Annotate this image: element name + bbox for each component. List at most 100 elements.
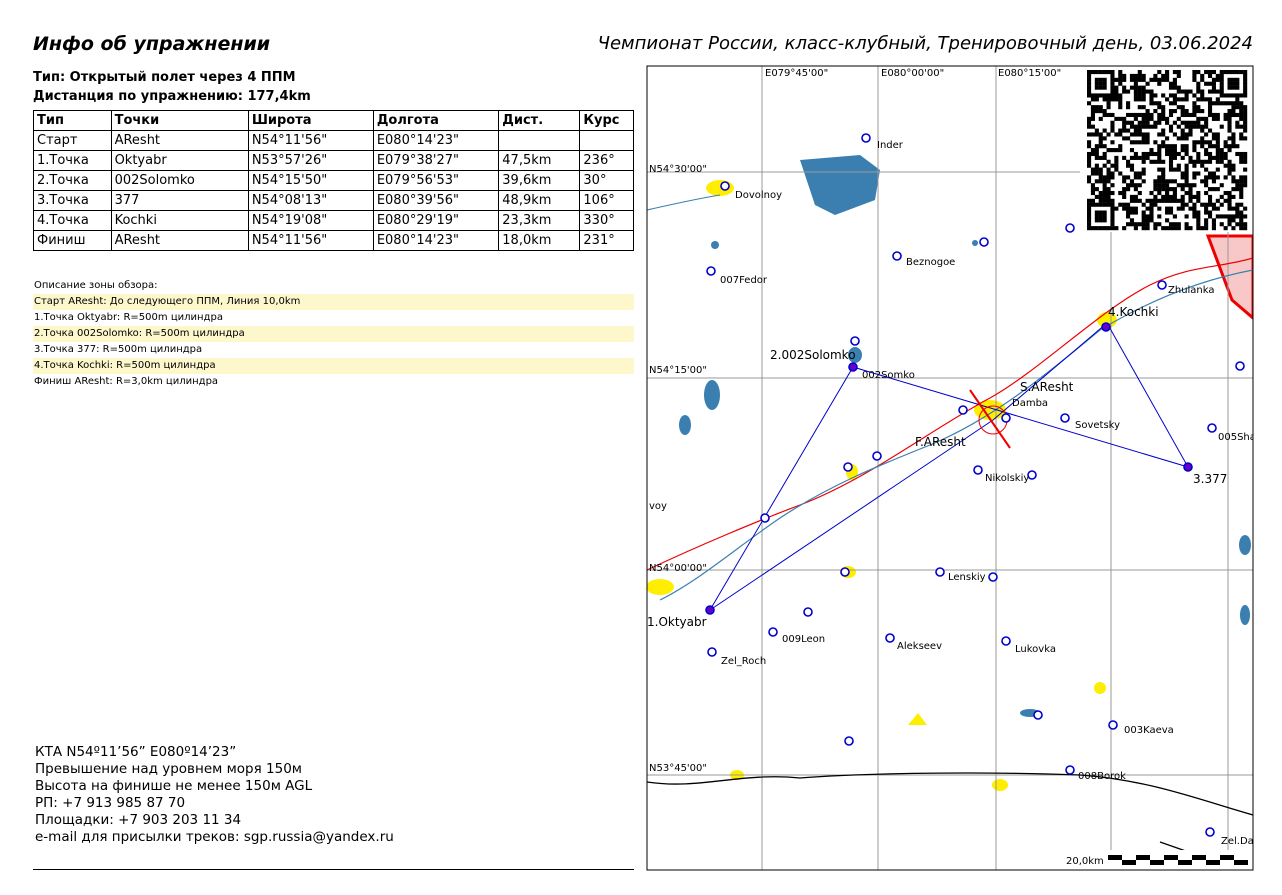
qr-cell [1137, 70, 1142, 75]
qr-cell [1102, 214, 1107, 219]
map-label: Alekseev [897, 641, 942, 652]
map-label: Zel.Da [1221, 836, 1254, 847]
qr-cell [1204, 226, 1209, 231]
qr-cell [1196, 124, 1201, 129]
qr-cell [1141, 97, 1146, 102]
qr-cell [1114, 163, 1119, 168]
qr-cell [1102, 226, 1107, 231]
qr-cell [1087, 85, 1092, 90]
qr-cell [1231, 206, 1236, 211]
qr-cell [1129, 222, 1135, 227]
table-cell: 330° [579, 210, 634, 231]
qr-cell [1168, 198, 1174, 203]
qr-cell [1098, 190, 1103, 196]
qr-cell [1192, 120, 1197, 125]
map-label: Dovolnoy [735, 190, 782, 201]
qr-cell [1227, 202, 1232, 207]
qr-cell [1184, 120, 1189, 125]
table-cell: N54°11'56" [247, 130, 374, 151]
qr-cell [1235, 202, 1240, 207]
qr-cell [1204, 175, 1209, 180]
qr-cell [1227, 116, 1232, 121]
qr-cell [1172, 151, 1177, 157]
waypoint-marker [843, 462, 853, 472]
qr-cell [1172, 77, 1177, 82]
qr-cell [1141, 140, 1146, 145]
qr-cell [1114, 77, 1119, 82]
qr-cell [1126, 183, 1131, 188]
table-cell: E080°39'56" [372, 190, 500, 211]
qr-cell [1204, 183, 1209, 188]
qr-cell [1184, 179, 1189, 184]
qr-cell [1114, 97, 1119, 102]
qr-cell [1133, 132, 1138, 137]
qr-cell [1161, 183, 1166, 188]
qr-cell [1129, 120, 1135, 125]
note-line: Площадки: +7 903 203 11 34 [35, 812, 242, 828]
qr-cell [1168, 101, 1174, 106]
qr-cell [1215, 214, 1220, 219]
qr-cell [1098, 171, 1103, 176]
qr-cell [1087, 70, 1092, 75]
qr-cell [1223, 116, 1228, 121]
map-label: Zhulanka [1168, 285, 1215, 296]
column-header: Тип [33, 110, 112, 131]
qr-cell [1227, 70, 1232, 75]
qr-cell [1243, 112, 1248, 118]
scale-segment [1192, 855, 1206, 860]
qr-cell [1200, 144, 1205, 149]
qr-cell [1098, 116, 1103, 121]
qr-cell [1137, 198, 1142, 203]
map-label: Beznogoe [906, 257, 955, 268]
qr-cell [1204, 210, 1209, 215]
table-row: 2.Точка 002Solomko N54°15'50" E079°56'53" 39… [33, 170, 634, 191]
qr-cell [1180, 194, 1185, 199]
qr-cell [1231, 214, 1236, 219]
table-cell: N53°57'26" [247, 150, 374, 171]
qr-cell [1176, 163, 1181, 168]
qr-cell [1098, 132, 1103, 137]
qr-cell [1176, 183, 1181, 188]
qr-cell [1110, 226, 1115, 231]
qr-cell [1215, 136, 1220, 141]
qr-cell [1110, 190, 1115, 196]
qr-cell [1188, 155, 1193, 160]
column-header: Дист. [498, 110, 581, 131]
notes: КТА N54º11’56” E080º14’23” Превышение над… [35, 744, 394, 846]
qr-cell [1176, 116, 1181, 121]
qr-cell [1176, 206, 1181, 211]
waypoint-marker [979, 237, 989, 247]
qr-cell [1145, 112, 1150, 118]
qr-cell [1196, 171, 1201, 176]
qr-cell [1235, 144, 1240, 149]
qr-cell [1129, 85, 1135, 90]
qr-cell [1094, 214, 1099, 219]
qr-cell [1204, 140, 1209, 145]
qr-cell [1106, 179, 1111, 184]
scale-segment [1206, 860, 1220, 865]
qr-cell [1223, 70, 1228, 75]
waypoint-marker [892, 251, 902, 261]
qr-cell [1126, 222, 1131, 227]
waypoint-marker [1001, 413, 1011, 423]
waypoint-marker [706, 266, 716, 276]
qr-cell [1168, 179, 1174, 184]
qr-cell [1231, 93, 1236, 98]
qr-cell [1231, 77, 1236, 82]
qr-cell [1192, 73, 1197, 79]
qr-cell [1172, 187, 1177, 192]
qr-cell [1172, 194, 1177, 199]
qr-cell [1165, 144, 1170, 149]
qr-cell [1200, 136, 1205, 141]
zone-item: 3.Точка 377: R=500m цилиндра [34, 344, 203, 355]
qr-cell [1180, 132, 1185, 137]
qr-cell [1141, 116, 1146, 121]
qr-cell [1157, 206, 1162, 211]
qr-cell [1188, 128, 1193, 133]
table-cell: E080°29'19" [372, 210, 500, 231]
qr-cell [1153, 183, 1158, 188]
qr-cell [1161, 132, 1166, 137]
qr-cell [1102, 198, 1107, 203]
qr-cell [1157, 81, 1162, 86]
table-cell [579, 130, 634, 151]
